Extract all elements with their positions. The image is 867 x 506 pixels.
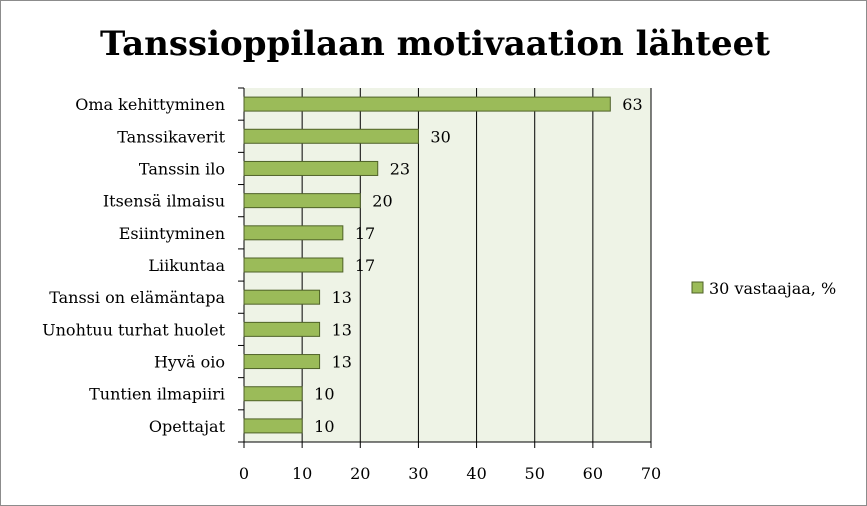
data-label: 30	[430, 127, 450, 146]
category-label: Tanssikaverit	[117, 127, 225, 146]
category-label: Unohtuu turhat huolet	[42, 320, 225, 339]
bar	[243, 418, 303, 434]
bar	[243, 193, 361, 209]
bar	[243, 96, 611, 112]
category-label: Tuntien ilmapiiri	[89, 385, 225, 404]
data-label: 23	[390, 159, 410, 178]
x-tick-label: 40	[466, 464, 486, 483]
x-tick-label: 70	[641, 464, 661, 483]
category-label: Esiintyminen	[119, 224, 225, 243]
data-label: 17	[355, 256, 375, 275]
category-label: Itsensä ilmaisu	[103, 192, 225, 211]
data-label: 10	[314, 417, 334, 436]
x-tick-label: 50	[525, 464, 545, 483]
data-label: 13	[332, 320, 352, 339]
legend-label: 30 vastaajaa, %	[709, 279, 836, 298]
bar	[243, 257, 344, 273]
bar	[243, 289, 321, 305]
x-tick-label: 30	[408, 464, 428, 483]
bar	[243, 354, 321, 370]
legend-swatch	[691, 281, 704, 294]
category-label: Liikuntaa	[148, 256, 225, 275]
data-label: 63	[622, 95, 642, 114]
category-label: Oma kehittyminen	[75, 95, 225, 114]
bar	[243, 321, 321, 337]
data-label: 20	[372, 192, 392, 211]
data-label: 10	[314, 385, 334, 404]
x-tick-label: 20	[350, 464, 370, 483]
x-tick-label: 10	[292, 464, 312, 483]
legend: 30 vastaajaa, %	[691, 279, 836, 298]
bar	[243, 386, 303, 402]
bar	[243, 225, 344, 241]
data-label: 13	[332, 288, 352, 307]
chart-title: Tanssioppilaan motivaation lähteet	[100, 24, 770, 64]
x-tick-label: 60	[583, 464, 603, 483]
bar	[243, 160, 379, 176]
data-label: 17	[355, 224, 375, 243]
category-label: Tanssi on elämäntapa	[49, 288, 225, 307]
category-label: Hyvä oio	[154, 353, 225, 372]
category-label: Tanssin ilo	[139, 159, 225, 178]
plot-area: 0 10 20 30 40 50 60 70 Oma kehittyminen 63 Tanssik…	[42, 87, 661, 483]
x-tick-label: 0	[239, 464, 249, 483]
data-label: 13	[332, 353, 352, 372]
category-label: Opettajat	[149, 417, 226, 436]
bar	[243, 128, 419, 144]
